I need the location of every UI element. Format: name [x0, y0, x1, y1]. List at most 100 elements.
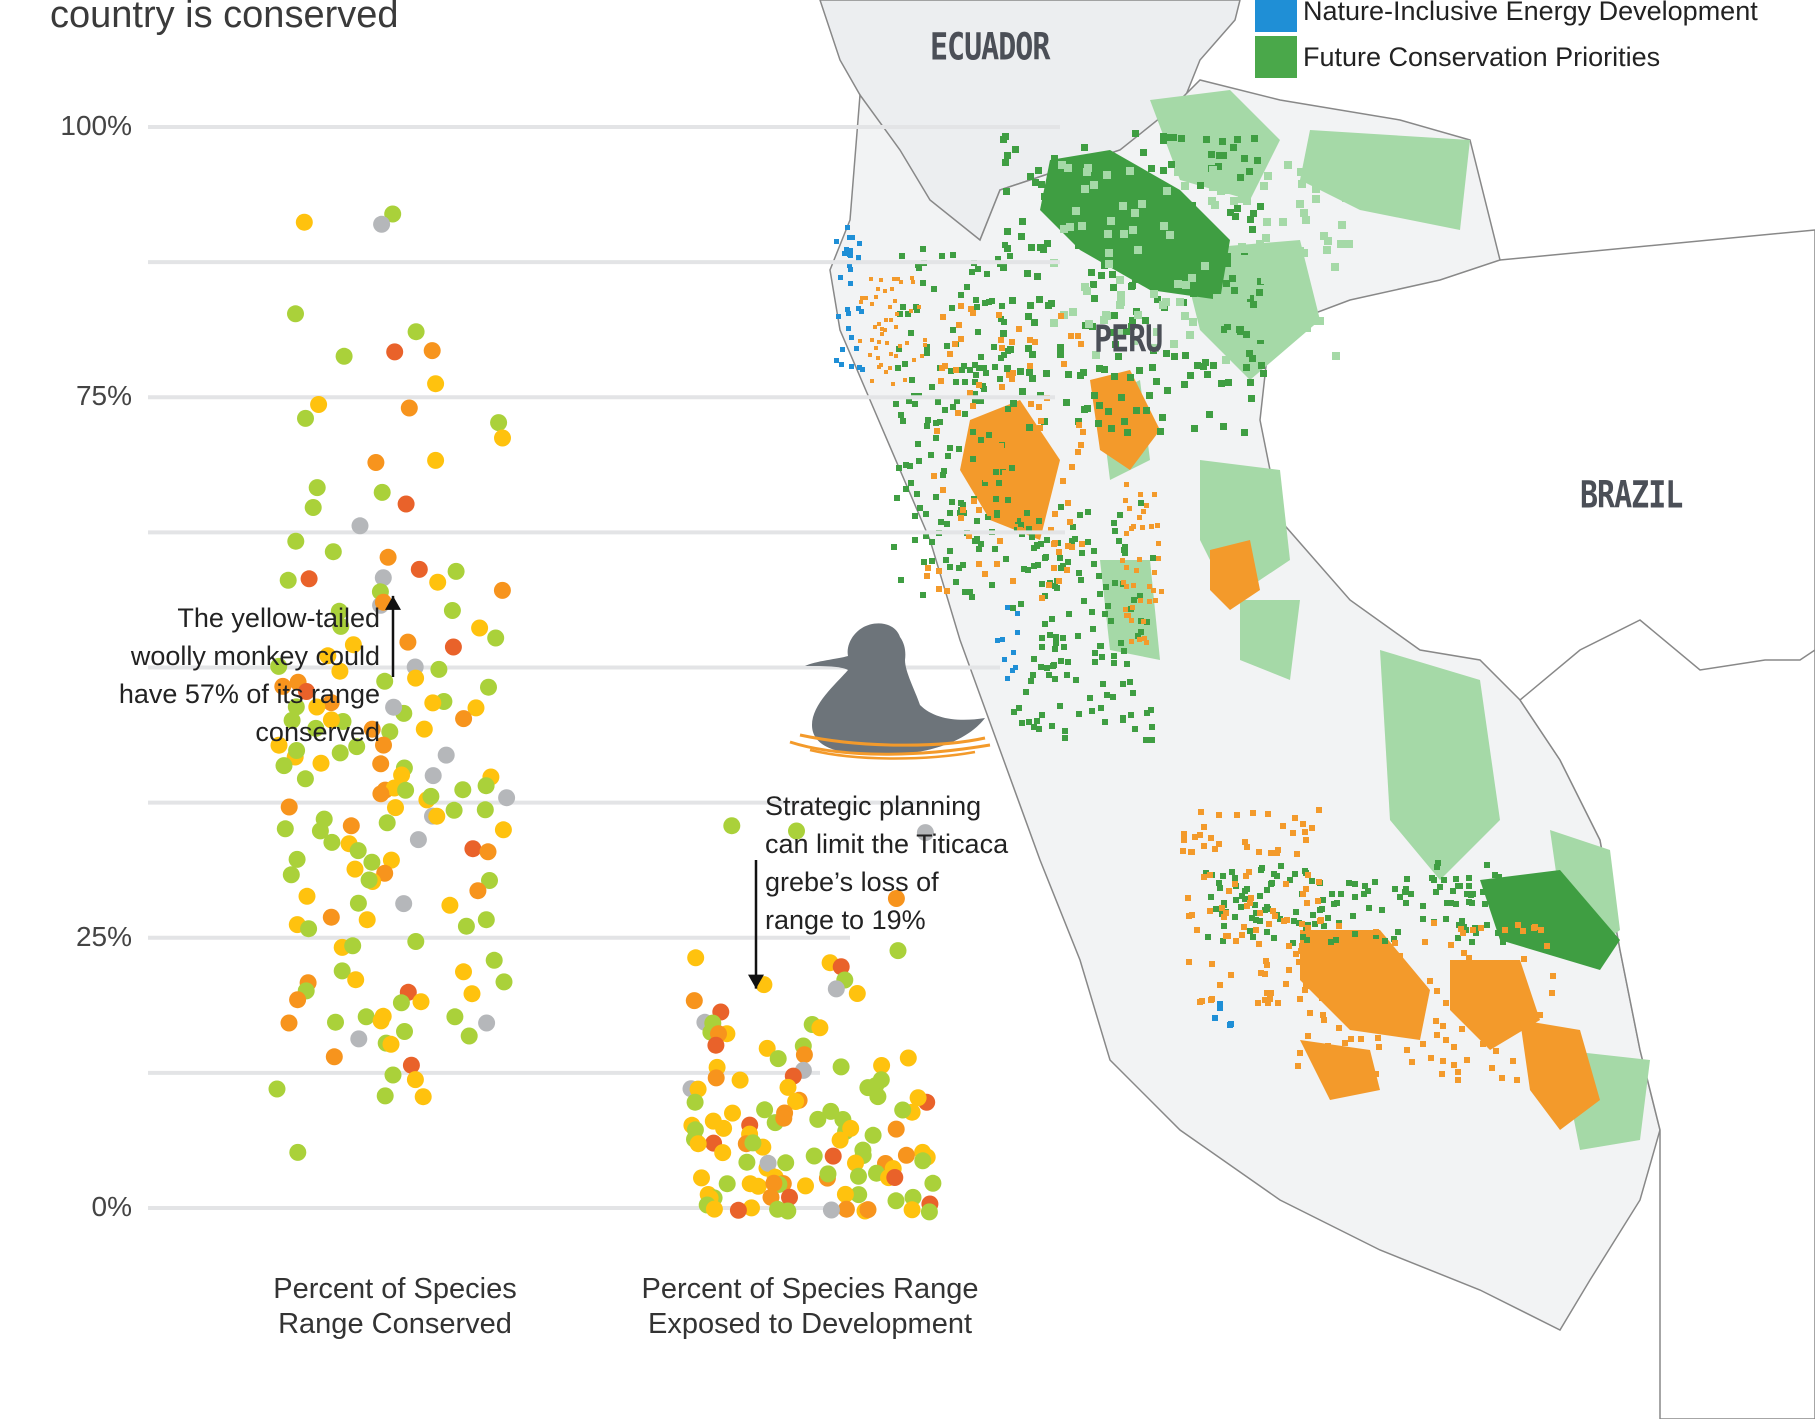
map-cell — [894, 325, 898, 329]
map-cell — [959, 367, 965, 373]
map-cell — [1128, 323, 1135, 330]
data-point — [731, 1071, 749, 1089]
legend-label-energy: Nature-Inclusive Energy Development — [1303, 0, 1758, 26]
map-cell — [858, 339, 862, 343]
map-cell — [1140, 149, 1147, 156]
data-point — [441, 896, 459, 914]
map-cell — [1143, 407, 1150, 414]
map-cell — [1333, 937, 1339, 943]
map-cell — [1112, 580, 1118, 586]
map-cell — [1111, 373, 1118, 380]
map-cell — [1370, 978, 1376, 984]
data-point — [693, 1169, 710, 1187]
data-point — [687, 949, 705, 967]
map-cell — [877, 322, 881, 326]
map-cell — [864, 296, 868, 300]
annotation-monkey-line3: have 57% of its range — [118, 679, 380, 709]
map-cell — [940, 314, 946, 320]
map-cell — [1036, 404, 1042, 410]
map-cell — [1283, 981, 1289, 987]
map-cell — [840, 347, 845, 352]
map-cell — [972, 391, 978, 397]
y-tick-label: 25% — [75, 920, 132, 952]
map-cell — [1279, 218, 1287, 226]
data-point — [347, 971, 365, 989]
map-cell — [1272, 913, 1278, 919]
map-cell — [1029, 534, 1035, 540]
map-cell — [1038, 181, 1045, 188]
map-cell — [995, 638, 1000, 643]
map-cell — [1085, 509, 1091, 515]
map-cell — [1131, 583, 1136, 588]
map-cell — [1309, 878, 1315, 884]
map-cell — [1293, 909, 1299, 915]
map-cell — [906, 398, 912, 404]
data-point — [384, 205, 402, 223]
data-point — [779, 1202, 797, 1220]
data-point — [689, 1135, 707, 1153]
map-cell — [1075, 333, 1081, 339]
map-cell — [1298, 180, 1306, 188]
map-cell — [924, 423, 930, 429]
map-cell — [1076, 711, 1082, 717]
map-cell — [1243, 197, 1251, 205]
map-cell — [1101, 262, 1108, 269]
map-cell — [1049, 723, 1055, 729]
map-zone-light — [1380, 650, 1500, 880]
map-cell — [1249, 226, 1256, 233]
map-cell — [1176, 298, 1184, 306]
map-cell — [1089, 609, 1095, 615]
map-cell — [1181, 182, 1189, 190]
map-cell — [1111, 660, 1117, 666]
map-cell — [1118, 394, 1125, 401]
map-cell — [1361, 891, 1367, 897]
map-cell — [1397, 1007, 1403, 1013]
map-cell — [847, 252, 852, 257]
map-cell — [1030, 672, 1036, 678]
y-tick-label: 100% — [60, 110, 132, 141]
data-point — [351, 517, 369, 535]
map-cell — [1300, 209, 1308, 217]
map-cell — [1124, 584, 1129, 589]
map-cell — [1127, 506, 1132, 511]
map-cell — [1091, 295, 1098, 302]
map-cell — [1036, 726, 1042, 732]
map-cell — [1320, 897, 1326, 903]
map-cell — [1189, 318, 1197, 326]
map-cell — [1266, 293, 1274, 301]
map-cell — [1105, 408, 1112, 415]
map-cell — [911, 280, 915, 284]
map-cell — [1524, 1022, 1530, 1028]
data-point — [310, 396, 328, 413]
map-cell — [1350, 913, 1356, 919]
map-cell — [1358, 1036, 1364, 1042]
map-cell — [1341, 168, 1349, 176]
map-cell — [996, 480, 1002, 486]
map-cell — [1455, 935, 1461, 941]
map-cell — [1201, 824, 1207, 830]
map-cell — [1031, 656, 1037, 662]
data-point — [330, 602, 348, 620]
map-cell — [868, 353, 872, 357]
map-cell — [877, 340, 881, 344]
map-cell — [1242, 291, 1250, 299]
y-tick-label: 75% — [75, 380, 132, 412]
map-cell — [1061, 644, 1067, 650]
map-cell — [1185, 895, 1191, 901]
map-cell — [1081, 144, 1088, 151]
map-cell — [1141, 619, 1146, 624]
map-cell — [992, 364, 998, 370]
map-cell — [1333, 1046, 1339, 1052]
map-cell — [1336, 923, 1342, 929]
data-point — [298, 887, 316, 905]
map-cell — [1013, 665, 1018, 670]
map-cell — [960, 507, 966, 513]
map-cell — [1433, 1018, 1439, 1024]
map-cell — [976, 561, 982, 567]
map-cell — [1247, 928, 1253, 934]
map-cell — [1149, 724, 1155, 730]
map-cell — [1123, 607, 1128, 612]
map-cell — [1464, 891, 1470, 897]
map-cell — [1015, 518, 1021, 524]
data-point — [378, 814, 396, 832]
